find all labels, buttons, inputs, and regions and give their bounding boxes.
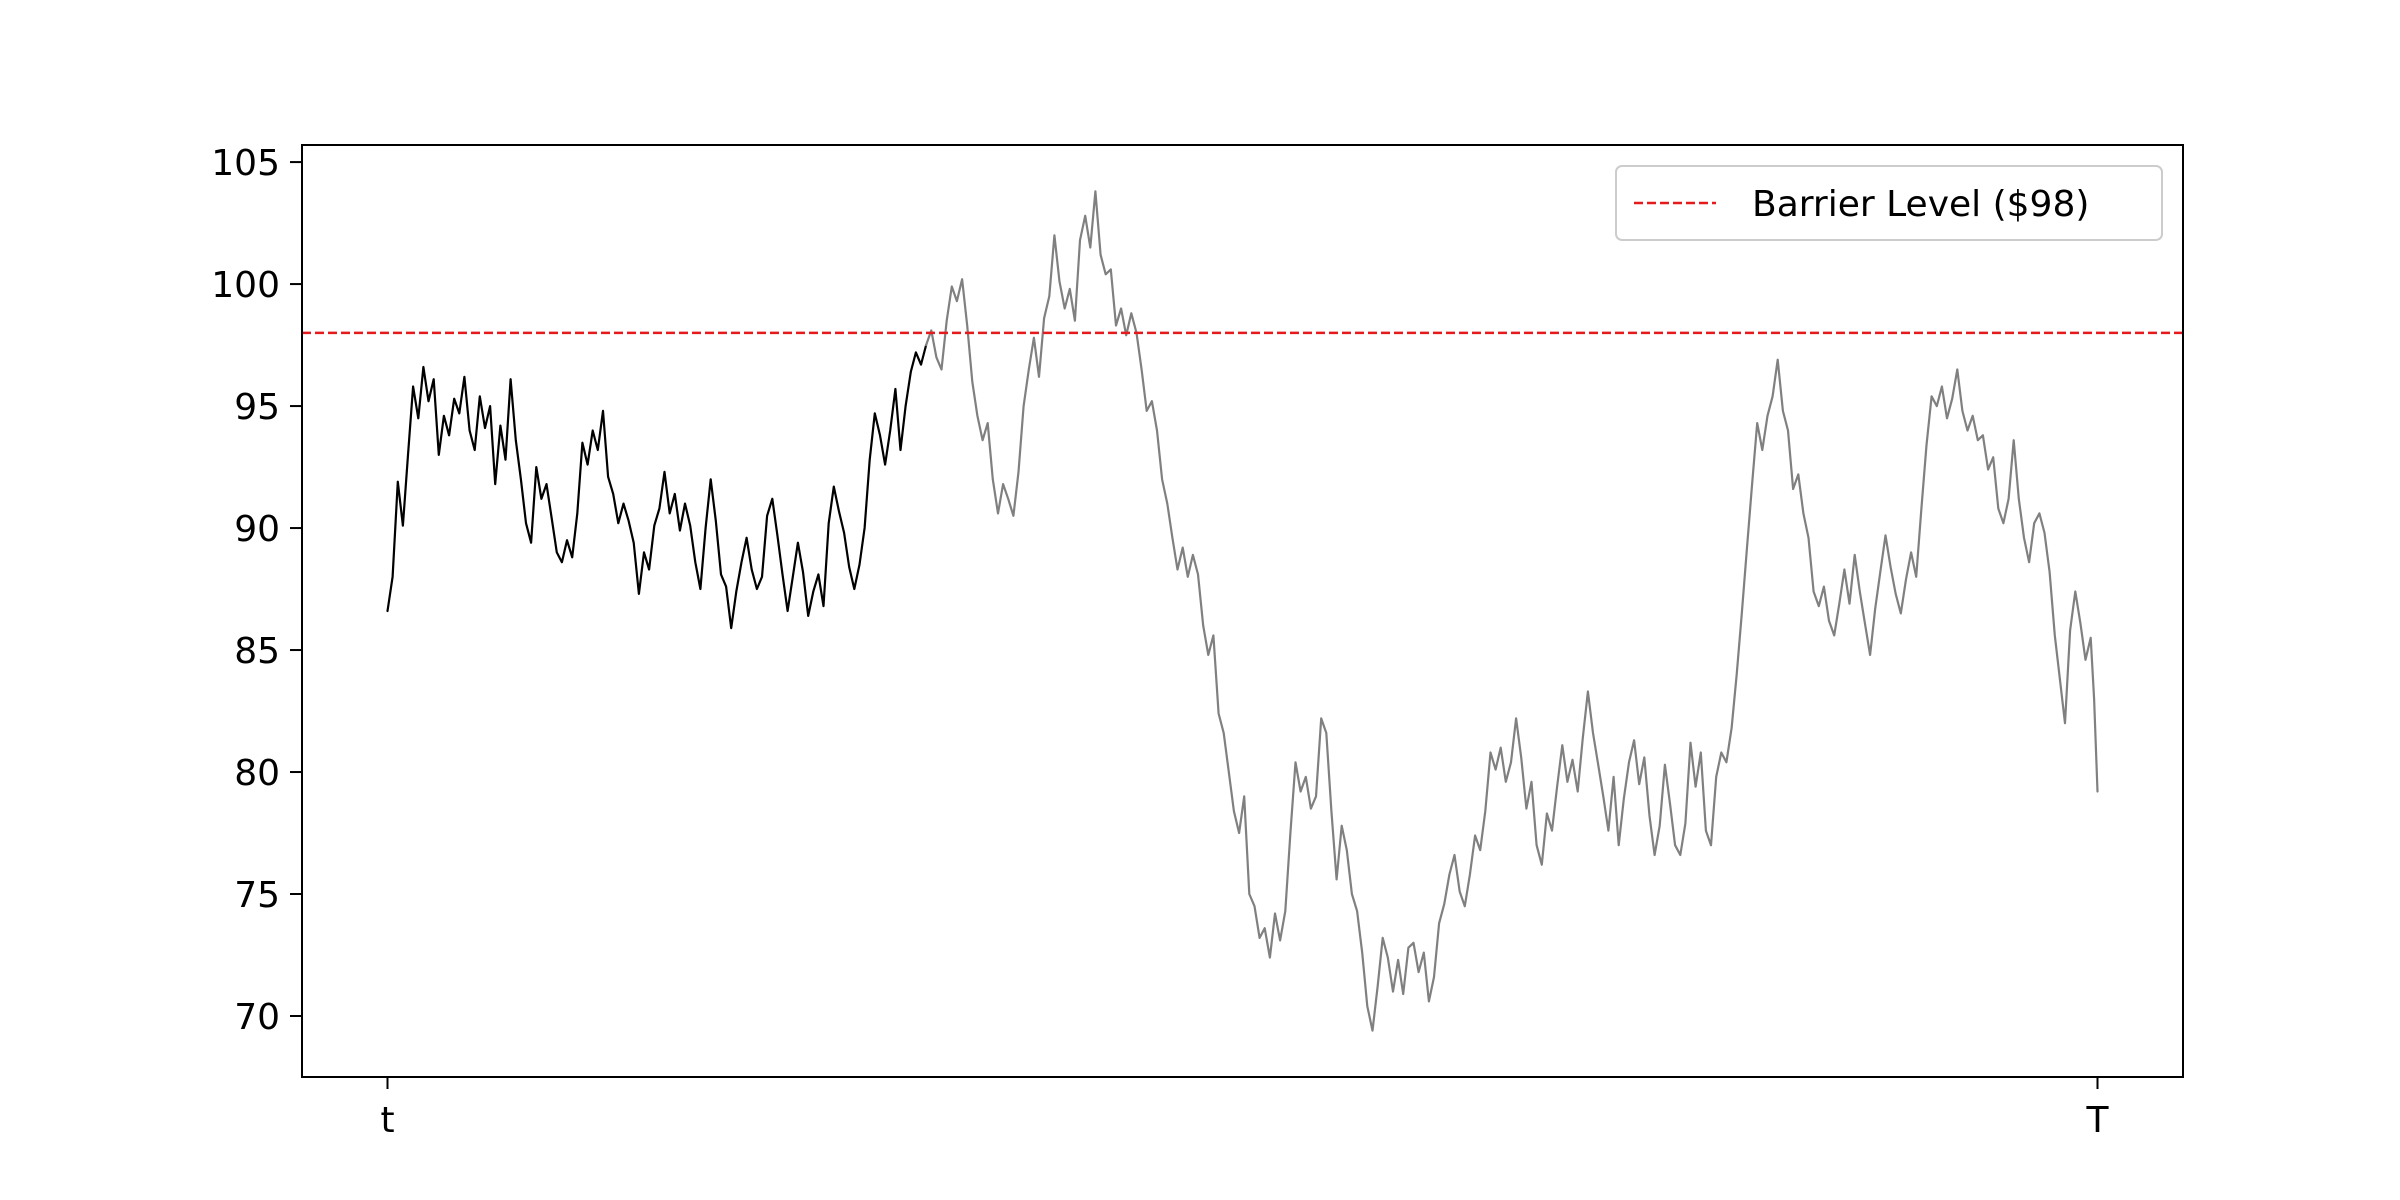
legend-label-barrier: Barrier Level ($98) [1752, 184, 2089, 225]
y-tick-label: 95 [234, 387, 280, 428]
y-tick-label: 85 [234, 631, 280, 672]
y-tick-label: 75 [234, 875, 280, 916]
y-axis: 70 75 80 85 90 95 100 105 [211, 143, 302, 1038]
legend: Barrier Level ($98) [1615, 165, 2163, 241]
x-tick-label: T [2086, 1100, 2110, 1141]
y-tick-label: 90 [234, 509, 280, 550]
x-tick-label: t [380, 1100, 394, 1141]
y-tick-label: 105 [211, 143, 280, 184]
y-tick-label: 70 [234, 997, 280, 1038]
series-line-projected [925, 190, 2099, 1032]
y-tick-label: 100 [211, 265, 280, 306]
series-line-observed [386, 344, 928, 630]
series-layer [386, 190, 2099, 1032]
y-tick-label: 80 [234, 753, 280, 794]
plot-frame [301, 144, 2184, 1078]
legend-box [1615, 165, 2163, 241]
